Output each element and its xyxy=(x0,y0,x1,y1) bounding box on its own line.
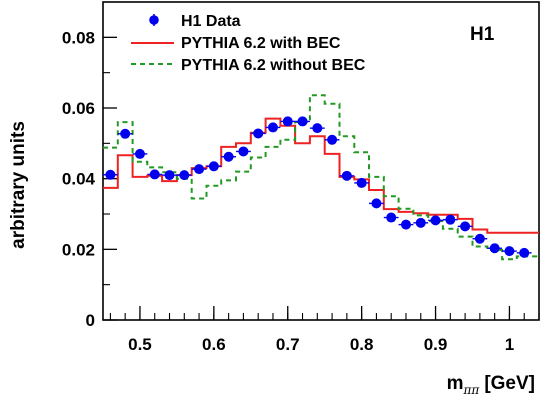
y-tick-label: 0 xyxy=(86,311,95,330)
series-line-2 xyxy=(103,94,539,261)
x-tick-label: 1 xyxy=(505,335,514,354)
x-axis-title-main: m xyxy=(447,373,464,394)
data-point xyxy=(164,170,175,181)
legend: H1 Data PYTHIA 6.2 with BEC PYTHIA 6.2 w… xyxy=(131,13,366,74)
data-point xyxy=(312,123,323,134)
data-point xyxy=(489,243,500,254)
data-point xyxy=(504,246,515,257)
data-point xyxy=(282,116,293,127)
experiment-label: H1 xyxy=(470,24,495,45)
y-tick-label: 0.04 xyxy=(62,170,96,189)
data-point xyxy=(149,169,160,180)
legend-label-without-bec: PYTHIA 6.2 without BEC xyxy=(181,57,366,74)
data-point xyxy=(415,217,426,228)
data-point xyxy=(267,122,278,133)
y-axis: 0 0.02 0.04 0.06 0.08 xyxy=(62,28,117,330)
data-point xyxy=(400,219,411,230)
data-point xyxy=(519,247,530,258)
data-point xyxy=(445,214,456,225)
data-point xyxy=(208,161,219,172)
x-tick-label: 0.9 xyxy=(424,335,448,354)
x-axis-title-unit: [GeV] xyxy=(484,373,535,394)
plot-frame xyxy=(102,1,540,321)
data-point xyxy=(253,128,264,139)
data-point xyxy=(297,116,308,127)
x-tick-label: 0.6 xyxy=(202,335,226,354)
data-point xyxy=(371,198,382,209)
data-point xyxy=(386,212,397,223)
data-point xyxy=(356,177,367,188)
x-axis-title-subscript: ππ xyxy=(463,383,481,397)
data-point xyxy=(105,169,116,180)
data-point xyxy=(238,146,249,157)
data-point xyxy=(327,134,338,145)
series-layer xyxy=(103,94,539,261)
plot-frame-group xyxy=(102,1,540,321)
series-line-1 xyxy=(103,117,539,234)
x-tick-label: 0.5 xyxy=(128,335,152,354)
y-axis-title: arbitrary units xyxy=(8,121,29,249)
data-point xyxy=(430,215,441,226)
legend-label-h1-data: H1 Data xyxy=(181,13,241,30)
data-point xyxy=(223,151,234,162)
data-point xyxy=(134,148,145,159)
data-point xyxy=(341,170,352,181)
x-tick-label: 0.8 xyxy=(350,335,374,354)
data-point xyxy=(194,164,205,175)
data-point xyxy=(460,221,471,232)
data-point xyxy=(120,128,131,139)
data-point xyxy=(179,170,190,181)
y-tick-label: 0.06 xyxy=(62,99,95,118)
y-tick-label: 0.08 xyxy=(62,28,95,47)
y-tick-label: 0.02 xyxy=(62,240,95,259)
x-axis-title: mππ [GeV] xyxy=(447,373,535,397)
x-tick-label: 0.7 xyxy=(276,335,300,354)
legend-label-with-bec: PYTHIA 6.2 with BEC xyxy=(181,35,341,52)
data-point xyxy=(474,233,485,244)
x-axis: 0.5 0.6 0.7 0.8 0.9 1 xyxy=(109,306,540,354)
